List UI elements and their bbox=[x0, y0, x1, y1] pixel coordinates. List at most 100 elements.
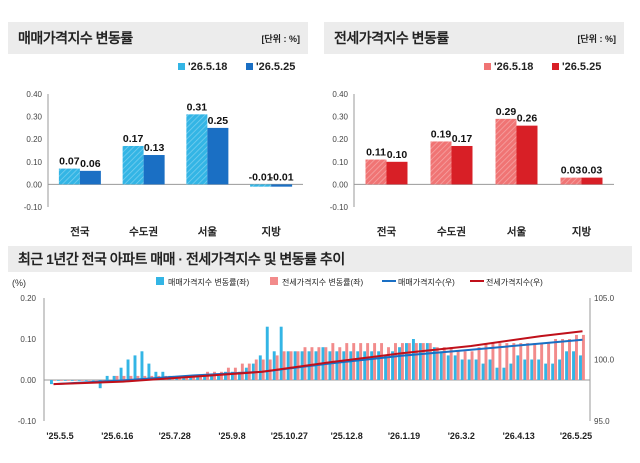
trend-bar-1-5 bbox=[77, 380, 81, 381]
trend-bar-2-5 bbox=[80, 380, 84, 381]
trend-bar-2-34 bbox=[282, 351, 286, 380]
trend-bar-1-11 bbox=[119, 367, 123, 380]
data-label: -0.01 bbox=[270, 171, 294, 183]
y-tick-label: 0.10 bbox=[20, 335, 36, 344]
legend-swatch-2 bbox=[246, 63, 253, 70]
y-tick-label: -0.10 bbox=[18, 417, 37, 426]
y-tick-label: -0.10 bbox=[330, 203, 349, 212]
trend-bar-2-21 bbox=[192, 375, 196, 380]
trend-bar-1-47 bbox=[370, 351, 374, 380]
trend-bar-2-7 bbox=[94, 380, 98, 381]
data-label: 0.13 bbox=[144, 142, 165, 154]
trend-bar-1-32 bbox=[265, 326, 269, 380]
trend-bar-1-12 bbox=[126, 359, 130, 380]
sale-panel-unit: [단위 : %] bbox=[261, 34, 300, 44]
legend-label-2: '26.5.25 bbox=[562, 61, 601, 73]
trend-bar-2-46 bbox=[366, 343, 370, 380]
bar-4-2 bbox=[581, 177, 603, 185]
bar-2-1 bbox=[122, 145, 144, 185]
jeonse-panel-title: 전세가격지수 변동률 bbox=[334, 30, 449, 46]
trend-bar-1-56 bbox=[432, 347, 436, 380]
trend-bar-1-65 bbox=[495, 367, 499, 380]
trend-bar-1-25 bbox=[217, 375, 220, 380]
trend-bar-2-30 bbox=[254, 359, 258, 380]
trend-bar-1-44 bbox=[349, 351, 353, 380]
trend-bar-2-59 bbox=[456, 351, 460, 380]
bar-4-1 bbox=[560, 177, 582, 185]
bar-1-1 bbox=[58, 168, 80, 185]
y-tick-label: 0.10 bbox=[332, 158, 348, 167]
trend-legend-swatch-1 bbox=[156, 277, 164, 285]
data-label: 0.11 bbox=[366, 147, 386, 159]
sale-change-panel: 매매가격지수 변동률 [단위 : %] '26.5.18 '26.5.25 0.40… bbox=[8, 22, 308, 247]
trend-bar-2-57 bbox=[442, 347, 446, 380]
trend-bar-1-14 bbox=[140, 351, 144, 380]
trend-bar-2-68 bbox=[519, 343, 523, 380]
trend-bar-2-56 bbox=[435, 347, 439, 380]
category-label: 전국 bbox=[70, 225, 90, 238]
trend-panel: 최근 1년간 전국 아파트 매매 · 전세가격지수 및 변동률 추이 (%) 매매… bbox=[8, 246, 634, 461]
trend-bar-2-49 bbox=[387, 347, 390, 380]
trend-bar-1-71 bbox=[537, 359, 541, 380]
trend-bar-2-69 bbox=[526, 343, 530, 380]
x-tick-label: '26.3.2 bbox=[448, 431, 475, 441]
x-tick-label: '25.5.5 bbox=[46, 431, 73, 441]
y-tick-label: 0.00 bbox=[26, 180, 42, 189]
trend-bar-2-38 bbox=[310, 347, 314, 380]
trend-bar-1-77 bbox=[579, 355, 582, 380]
trend-bar-1-23 bbox=[203, 375, 207, 380]
trend-panel-title: 최근 1년간 전국 아파트 매매 · 전세가격지수 및 변동률 추이 bbox=[18, 251, 345, 267]
bar-3-2 bbox=[516, 125, 538, 185]
y-tick-label: 0.00 bbox=[332, 180, 348, 189]
data-label: 0.03 bbox=[561, 165, 582, 177]
bar-2-1 bbox=[430, 141, 452, 185]
y-tick-label: 0.40 bbox=[26, 90, 42, 99]
trend-bar-1-22 bbox=[196, 375, 200, 380]
trend-bar-1-43 bbox=[342, 351, 346, 380]
trend-bar-2-52 bbox=[407, 343, 411, 380]
jeonse-bar-chart: '26.5.18 '26.5.25 0.40 0.30 0.20 0.10 0.00 -0.1… bbox=[330, 61, 614, 238]
trend-bar-1-60 bbox=[460, 359, 464, 380]
trend-bar-2-47 bbox=[373, 343, 377, 380]
trend-bar-2-51 bbox=[400, 343, 404, 380]
trend-bar-1-17 bbox=[161, 371, 165, 380]
data-label: 0.07 bbox=[59, 156, 80, 168]
y-tick-label: 0.20 bbox=[26, 135, 42, 144]
x-tick-label: '25.6.16 bbox=[101, 431, 133, 441]
data-label: 0.03 bbox=[582, 165, 603, 177]
category-label: 지방 bbox=[261, 225, 281, 238]
data-label: 0.29 bbox=[496, 106, 517, 118]
trend-line-2 bbox=[53, 330, 583, 386]
trend-bar-2-22 bbox=[199, 375, 203, 380]
trend-bar-2-55 bbox=[428, 343, 432, 380]
trend-bar-1-7 bbox=[91, 380, 95, 381]
trend-bar-1-49 bbox=[384, 355, 388, 380]
trend-bar-1-15 bbox=[147, 363, 151, 380]
y2-tick-label: 100.0 bbox=[594, 356, 615, 365]
data-label: 0.25 bbox=[208, 115, 229, 127]
trend-bar-1-21 bbox=[189, 375, 193, 380]
trend-bar-1-67 bbox=[509, 363, 513, 380]
trend-bar-1-3 bbox=[63, 380, 67, 381]
legend-swatch-2 bbox=[552, 63, 559, 70]
trend-bar-2-62 bbox=[477, 347, 481, 380]
trend-bar-2-67 bbox=[512, 343, 516, 380]
legend-swatch-1 bbox=[484, 63, 491, 70]
trend-bar-1-64 bbox=[488, 359, 492, 380]
legend-label-1: '26.5.18 bbox=[494, 61, 533, 73]
category-label: 수도권 bbox=[437, 226, 466, 238]
legend-swatch-1 bbox=[178, 63, 185, 70]
y-tick-label: 0.10 bbox=[26, 158, 42, 167]
trend-bar-2-73 bbox=[554, 339, 558, 380]
sale-panel-title: 매매가격지수 변동률 bbox=[18, 30, 133, 46]
y2-tick-label: 95.0 bbox=[594, 417, 610, 426]
trend-bar-2-48 bbox=[380, 343, 384, 380]
trend-bar-2-11 bbox=[122, 375, 126, 380]
trend-bar-1-34 bbox=[279, 326, 283, 380]
trend-bar-2-70 bbox=[533, 343, 537, 380]
trend-bar-1-9 bbox=[105, 375, 109, 380]
y-tick-label: 0.20 bbox=[20, 294, 36, 303]
x-tick-label: '25.10.27 bbox=[271, 431, 308, 441]
trend-bar-2-50 bbox=[394, 343, 397, 380]
category-label: 수도권 bbox=[129, 226, 158, 238]
